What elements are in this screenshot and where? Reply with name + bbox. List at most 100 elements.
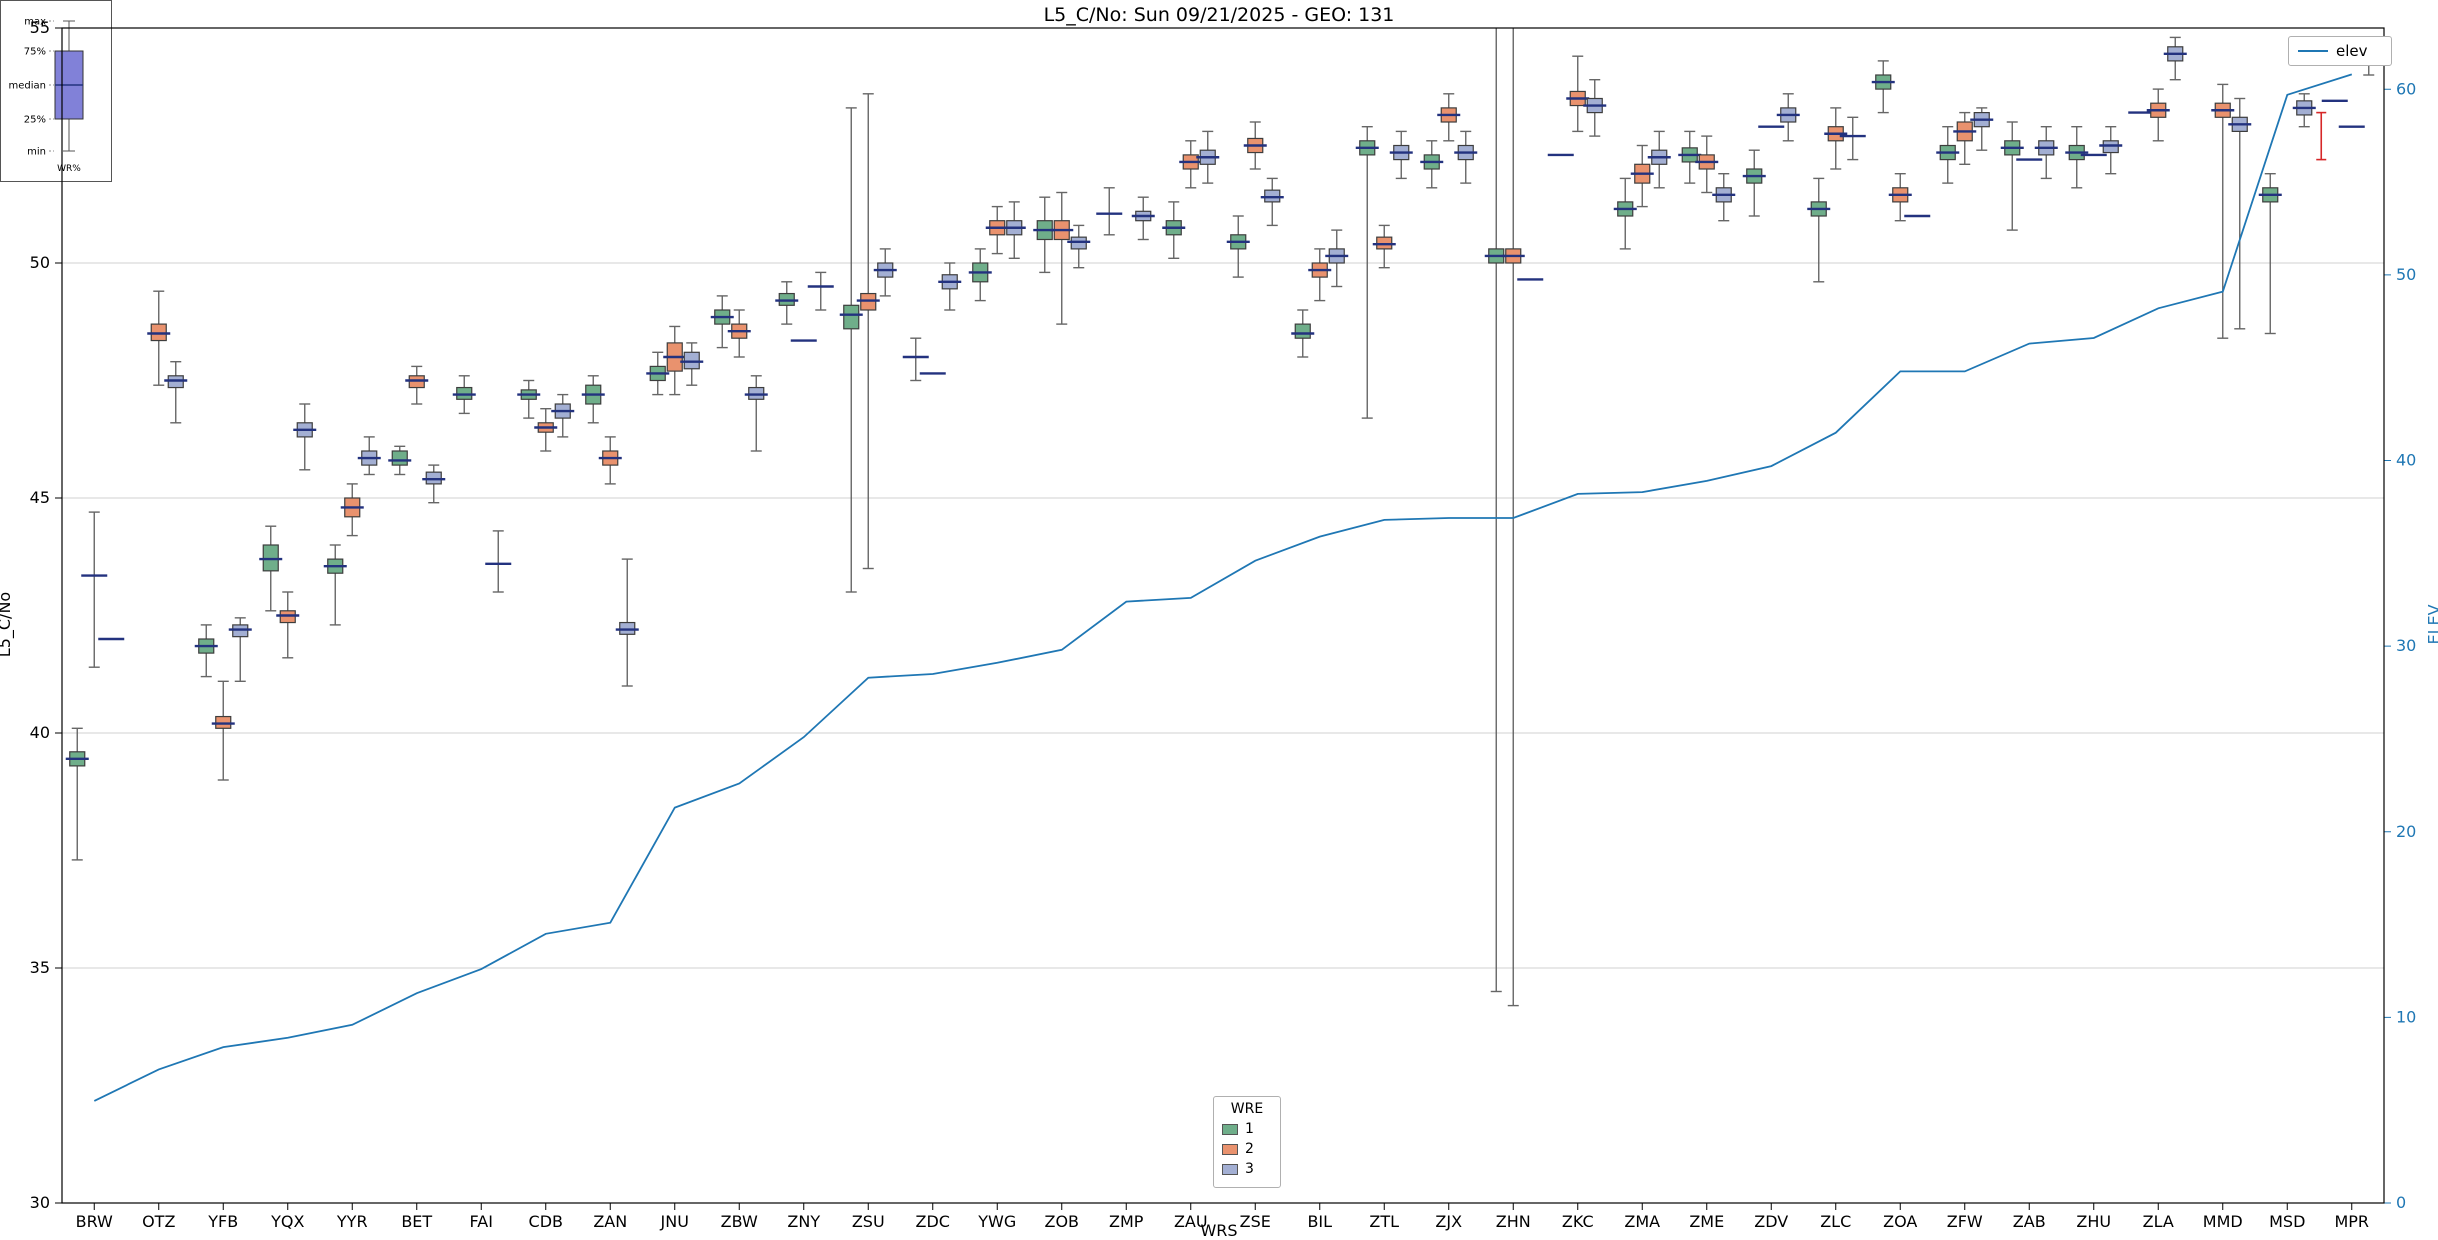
boxplot-ZAN-wre2 bbox=[598, 436, 622, 485]
x-tick-label: BRW bbox=[76, 1212, 113, 1231]
elev-line bbox=[93, 73, 2353, 1102]
x-tick-label: ZBW bbox=[721, 1212, 758, 1231]
x-tick-label: ZKC bbox=[1562, 1212, 1594, 1231]
x-tick-label: YFB bbox=[207, 1212, 238, 1231]
boxplot-CDB-wre3 bbox=[551, 393, 575, 438]
x-tick-label: ZFW bbox=[1947, 1212, 1983, 1231]
wre-legend: WRE 1 2 3 bbox=[1213, 1096, 1281, 1188]
wre-item-label: 1 bbox=[1245, 1121, 1254, 1137]
boxplot-ZNY-wre3 bbox=[807, 271, 834, 311]
boxplot-ZHN-wre1 bbox=[1484, 28, 1508, 993]
boxplot-MSD-wre1 bbox=[2258, 172, 2282, 335]
wre-item-label: 3 bbox=[1245, 1161, 1254, 1177]
boxplot-OTZ-wre2 bbox=[147, 290, 171, 386]
x-tick-label: FAI bbox=[470, 1212, 493, 1231]
boxplot-YWG-wre3 bbox=[1002, 201, 1026, 259]
boxplot-ZSU-wre3 bbox=[873, 248, 897, 297]
x-tick-label: MSD bbox=[2269, 1212, 2305, 1231]
boxplot-BIL-wre3 bbox=[1325, 229, 1349, 288]
wre-legend-item: 2 bbox=[1222, 1141, 1272, 1157]
boxplot-ZME-wre3 bbox=[1712, 172, 1736, 222]
wre-swatch-icon bbox=[1222, 1163, 1238, 1175]
boxplot-ZFW-wre3 bbox=[1970, 107, 1994, 151]
boxplot-ZME-wre2 bbox=[1695, 135, 1719, 194]
boxplot-BET-wre1 bbox=[388, 445, 412, 476]
boxplot-FAI-wre1 bbox=[452, 375, 476, 415]
x-tick-label: ZTL bbox=[1369, 1212, 1399, 1231]
x-tick-label: YYR bbox=[336, 1212, 368, 1231]
boxplot-ZLA-wre2 bbox=[2146, 88, 2170, 142]
boxplot-ZBW-wre3 bbox=[744, 375, 768, 452]
boxplot-ZSE-wre1 bbox=[1226, 215, 1250, 278]
boxplot-YYR-wre2 bbox=[340, 483, 364, 537]
boxplot-BIL-wre1 bbox=[1291, 309, 1315, 358]
boxplot-FAI-wre3 bbox=[485, 530, 512, 593]
wre-swatch-icon bbox=[1222, 1143, 1238, 1155]
boxplot-ZKC-wre3 bbox=[1583, 78, 1607, 137]
boxplot-ZMA-wre2 bbox=[1630, 144, 1654, 208]
y-right-tick-label: 40 bbox=[2396, 451, 2416, 470]
y-left-tick-label: 30 bbox=[30, 1193, 50, 1212]
y-left-tick-label: 40 bbox=[30, 723, 50, 742]
x-tick-label: JNU bbox=[660, 1212, 689, 1231]
boxplot-ZLA-wre3 bbox=[2163, 36, 2187, 81]
boxplot-MMD-wre2 bbox=[2211, 83, 2235, 339]
gridlines bbox=[62, 27, 2384, 1204]
boxplot-ZBW-wre2 bbox=[727, 309, 751, 358]
explainer-label: 75% bbox=[24, 47, 46, 58]
boxplot-ZTL-wre1 bbox=[1355, 125, 1379, 419]
x-tick-label: ZLA bbox=[2143, 1212, 2174, 1231]
x-tick-label: ZDV bbox=[1754, 1212, 1788, 1231]
x-tick-label: ZSU bbox=[852, 1212, 885, 1231]
x-tick-label: BET bbox=[401, 1212, 432, 1231]
x-tick-label: CDB bbox=[529, 1212, 563, 1231]
x-tick-label: ZSE bbox=[1240, 1212, 1271, 1231]
boxplot-explainer-glyph: max 75% median 25% min WR% bbox=[9, 17, 84, 174]
wre-legend-item: 3 bbox=[1222, 1161, 1272, 1177]
elev-line-sample-icon bbox=[2298, 50, 2328, 52]
boxplot-MSD-wre3 bbox=[2292, 93, 2316, 128]
explainer-label: median bbox=[9, 81, 47, 92]
boxplot-ZLC-wre1 bbox=[1807, 177, 1831, 283]
boxplot-ZMP-wre1 bbox=[1096, 187, 1123, 236]
x-tick-label: ZME bbox=[1689, 1212, 1724, 1231]
elev-legend-label: elev bbox=[2336, 42, 2368, 60]
x-tick-label: MPR bbox=[2334, 1212, 2369, 1231]
boxplot-ZDC-wre3 bbox=[938, 262, 962, 311]
boxplot-ZAU-wre2 bbox=[1179, 140, 1203, 189]
boxplot-ZFW-wre1 bbox=[1936, 125, 1960, 184]
x-tick-label: ZOB bbox=[1044, 1212, 1079, 1231]
y-right-tick-label: 10 bbox=[2396, 1007, 2416, 1026]
wre-legend-items: 1 2 3 bbox=[1222, 1121, 1272, 1177]
y-right-tick-label: 30 bbox=[2396, 636, 2416, 655]
boxplot-ZSE-wre3 bbox=[1260, 177, 1284, 227]
boxplot-ZOA-wre1 bbox=[1871, 60, 1895, 114]
wre-swatch-icon bbox=[1222, 1123, 1238, 1135]
boxplot-ZTL-wre2 bbox=[1372, 224, 1396, 269]
boxplot-BRW-wre2 bbox=[81, 511, 108, 668]
boxplot-BET-wre2 bbox=[405, 365, 429, 405]
x-tick-label: OTZ bbox=[142, 1212, 175, 1231]
boxplot-ZMP-wre3 bbox=[1131, 196, 1155, 241]
explainer-xlabel: WR% bbox=[57, 164, 81, 174]
boxplot-YFB-wre3 bbox=[228, 617, 252, 682]
x-tick-label: ZLC bbox=[1820, 1212, 1851, 1231]
boxplot-ZAN-wre3 bbox=[615, 558, 639, 687]
boxplot-ZDC-wre1 bbox=[902, 337, 929, 382]
boxplot-ZOB-wre3 bbox=[1067, 224, 1091, 269]
boxplot-YWG-wre2 bbox=[985, 205, 1009, 255]
boxplot-YQX-wre2 bbox=[276, 591, 300, 659]
boxplot-YQX-wre1 bbox=[259, 525, 283, 612]
y-left-tick-label: 55 bbox=[30, 18, 50, 37]
x-tick-label: ZAU bbox=[1174, 1212, 1208, 1231]
x-tick-label: ZOA bbox=[1883, 1212, 1917, 1231]
chart-title: L5_C/No: Sun 09/21/2025 - GEO: 131 bbox=[1043, 4, 1395, 26]
boxplot-ZHN-wre2 bbox=[1501, 28, 1525, 1007]
y-right-tick-label: 60 bbox=[2396, 79, 2416, 98]
x-tick-label: ZJX bbox=[1435, 1212, 1462, 1231]
boxplot-ZDV-wre3 bbox=[1776, 93, 1800, 142]
boxplot-BIL-wre2 bbox=[1308, 248, 1332, 302]
boxplot-ZAU-wre3 bbox=[1196, 130, 1220, 184]
x-tick-label: YQX bbox=[270, 1212, 304, 1231]
